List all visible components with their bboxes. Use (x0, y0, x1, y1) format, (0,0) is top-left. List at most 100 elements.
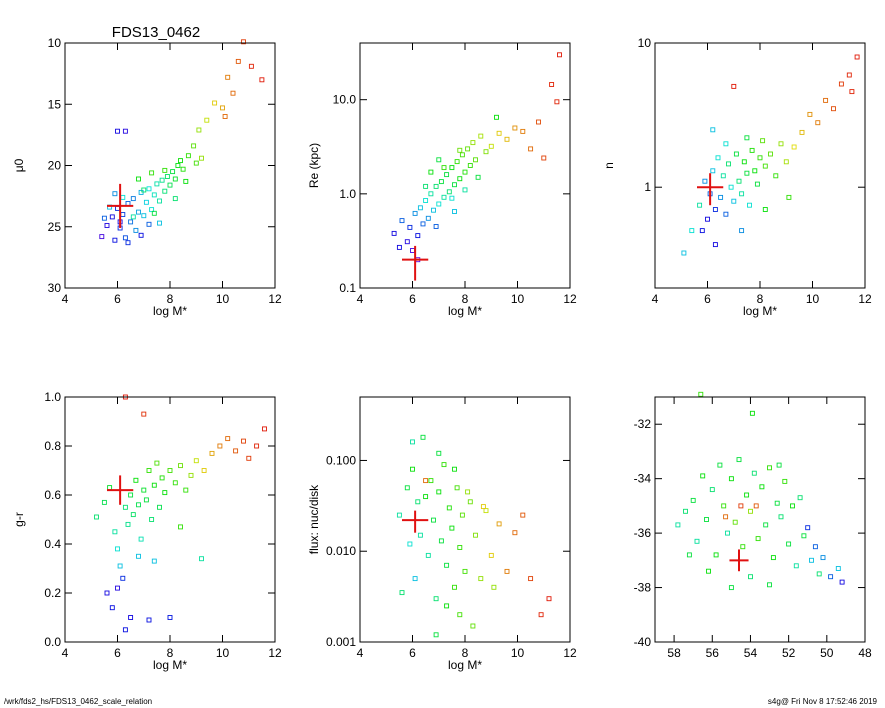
data-point (702, 178, 708, 184)
data-point (122, 128, 128, 134)
panel-p2: 4 6 8 10 12 0.1 1.0 10.0 log M* Re (kpc) (307, 42, 577, 318)
data-point (254, 443, 260, 449)
data-point (712, 242, 718, 248)
y-tick-label: 0.6 (44, 488, 61, 502)
data-point (410, 248, 415, 253)
data-point (778, 514, 784, 520)
data-point (417, 205, 423, 211)
data-point (483, 149, 489, 155)
data-point (178, 463, 183, 469)
x-tick-label: 50 (820, 646, 834, 660)
data-point (162, 167, 168, 173)
data-point (172, 480, 178, 486)
reference-cross (697, 173, 724, 206)
x-tick-label: 12 (268, 646, 282, 660)
data-point (125, 201, 131, 206)
data-point (449, 165, 455, 171)
data-point (782, 478, 788, 484)
data-point (122, 235, 128, 241)
data-point (694, 538, 700, 544)
data-point (820, 555, 826, 561)
y-tick-label: 1.0 (339, 187, 356, 201)
data-point (759, 484, 765, 490)
data-point (828, 574, 834, 580)
data-point (762, 207, 768, 212)
data-point (178, 524, 183, 530)
data-point (246, 455, 252, 461)
data-point (115, 128, 120, 134)
data-point (412, 576, 418, 582)
data-point (768, 151, 773, 157)
data-point (457, 612, 463, 618)
reference-cross (402, 510, 429, 533)
data-point (172, 176, 178, 182)
y-axis-label: Re (kpc) (307, 143, 321, 188)
data-point (151, 192, 157, 198)
x-tick-label: 12 (858, 292, 872, 306)
data-point (225, 436, 231, 442)
data-point (494, 114, 499, 120)
data-point (183, 487, 189, 493)
data-point (512, 125, 518, 131)
data-point (433, 224, 439, 229)
data-point (457, 545, 463, 550)
data-point (172, 196, 178, 202)
data-point (846, 72, 852, 78)
data-point (178, 158, 183, 164)
x-tick-label: 10 (511, 292, 525, 306)
y-tick-label: 25 (48, 220, 62, 234)
data-point (454, 159, 460, 165)
data-point (710, 127, 716, 133)
data-point (170, 169, 176, 175)
data-point (698, 391, 704, 397)
panel-p5: 4 6 8 10 12 0.001 0.010 0.100 log M* flux: nuc/di… (307, 396, 577, 672)
data-point (731, 198, 737, 204)
x-tick-label: 56 (706, 646, 720, 660)
data-point (770, 555, 776, 561)
data-point (423, 183, 429, 189)
data-point (557, 52, 562, 58)
data-point (520, 128, 526, 134)
data-point (436, 489, 442, 495)
data-point (209, 450, 215, 456)
x-tick-label: 8 (167, 292, 174, 306)
y-tick-label: 0.0 (44, 635, 61, 649)
data-point (744, 135, 750, 141)
data-point (791, 144, 797, 150)
data-point (101, 215, 107, 221)
data-point (681, 250, 687, 256)
data-point (259, 77, 265, 83)
data-point (732, 519, 738, 525)
data-point (438, 538, 444, 544)
plot-frame (64, 396, 276, 643)
data-point (838, 81, 844, 87)
data-point (462, 169, 468, 175)
data-point (431, 517, 436, 523)
data-point (740, 544, 746, 550)
data-point (454, 485, 460, 491)
data-point (104, 223, 110, 228)
data-point (428, 478, 434, 484)
data-point (130, 214, 136, 220)
data-point (723, 141, 729, 147)
data-point (143, 199, 149, 205)
y-tick-label: 10 (638, 36, 652, 50)
data-point (700, 473, 706, 479)
data-point (146, 468, 152, 473)
data-point (412, 210, 418, 216)
x-tick-label: 4 (357, 646, 364, 660)
data-point (431, 207, 436, 213)
data-point (410, 466, 415, 472)
y-tick-label: 0.001 (326, 635, 356, 649)
x-axis-label: log M* (448, 304, 482, 318)
data-point (433, 596, 439, 602)
data-point (736, 178, 742, 184)
data-point (217, 443, 223, 449)
data-point (404, 485, 410, 491)
x-tick-label: 10 (806, 292, 820, 306)
data-point (125, 521, 131, 527)
data-point (554, 99, 560, 105)
data-point (452, 466, 457, 472)
data-point (459, 152, 465, 158)
data-point (723, 211, 729, 217)
